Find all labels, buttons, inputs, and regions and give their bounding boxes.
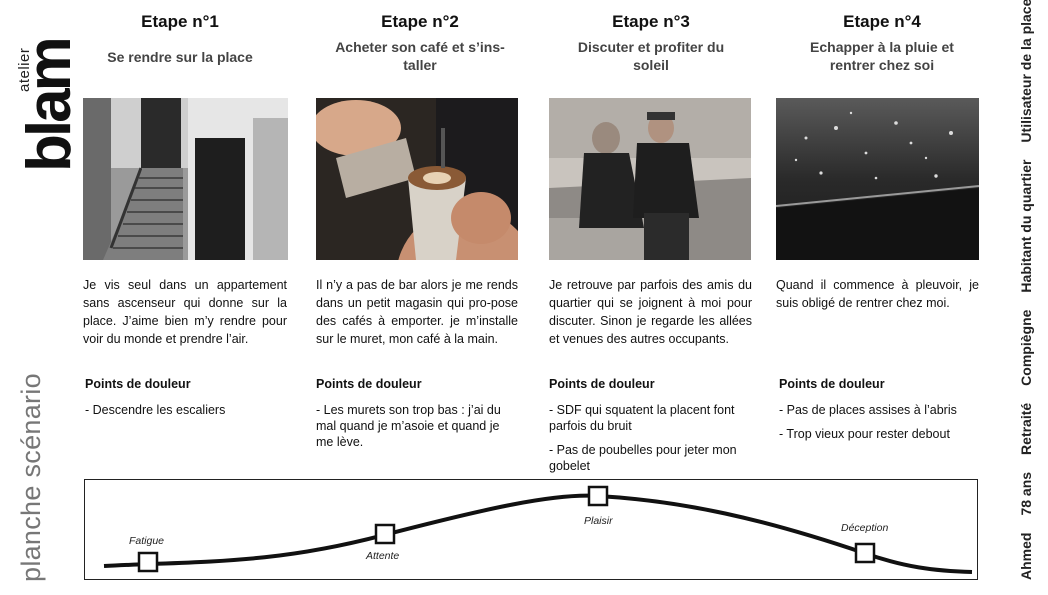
persona-city: Compiègne [1018,309,1034,386]
persona-age: 78 ans [1018,471,1034,516]
step-description: Je retrouve par parfois des amis du quar… [549,278,752,346]
step-title: Etape n°3 [612,12,690,31]
pain-point: - Pas de poubelles pour jeter mon gobele… [549,443,737,473]
step-2-header: Etape n°2 Acheter son café et s’ins-tall… [315,12,525,74]
step-subtitle: Echapper à la pluie et rentrer chez soi [810,39,954,73]
emotion-label: Fatigue [129,535,165,547]
persona-usage: Utilisateur de la place [1018,0,1034,143]
pain-point: - SDF qui squatent la placent font parfo… [549,403,735,433]
persona-status: Retraité [1018,402,1034,455]
pain-points-list: - Descendre les escaliers [85,402,285,426]
pain-point: - Trop vieux pour rester debout [779,427,950,441]
emotion-marker [854,542,876,564]
emotion-marker [137,551,159,573]
emotion-label: Déception [841,522,889,534]
step-description: Quand il commence à pleuvoir, je suis ob… [776,278,979,310]
pain-points-list: - Pas de places assises à l’abris - Trop… [779,402,979,450]
step-description: Je vis seul dans un appartement sans asc… [83,278,287,346]
photo-cafe [316,98,518,260]
step-3-header: Etape n°3 Discuter et profiter du soleil [546,12,756,74]
brand-logo: atelier blam [8,14,84,179]
pain-points-title: Points de douleur [85,377,191,391]
step-subtitle: Acheter son café et s’ins-taller [335,39,505,73]
emotion-curve [103,485,973,574]
emotion-label: Plaisir [584,515,613,527]
emotion-marker [587,485,609,507]
pain-points-title: Points de douleur [316,377,422,391]
step-subtitle: Se rendre sur la place [107,49,253,65]
pain-point: - Pas de places assises à l’abris [779,403,957,417]
photo-escalier [83,98,288,260]
step-subtitle: Discuter et profiter du soleil [577,39,725,73]
emotion-label: Attente [366,550,400,562]
pain-points-list: - Les murets son trop bas : j’ai du mal … [316,402,516,458]
step-4-header: Etape n°4 Echapper à la pluie et rentrer… [777,12,987,74]
step-title: Etape n°4 [843,12,921,31]
step-title: Etape n°2 [381,12,459,31]
photo-pluie [776,98,979,260]
emotion-marker [374,523,396,545]
persona-name: Ahmed [1018,532,1034,580]
photo-amis [549,98,751,260]
pain-point: - Les murets son trop bas : j’ai du mal … [316,403,501,449]
pain-points-title: Points de douleur [549,377,655,391]
step-description: Il n’y a pas de bar alors je me rends da… [316,278,518,346]
persona-info: Ahmed 78 ans Retraité Compiègne Habitant… [1018,0,1034,580]
step-1-header: Etape n°1 Se rendre sur la place [75,12,285,66]
document-label: planche scénario [16,373,46,582]
emotion-curve-frame [84,479,978,580]
pain-points-title: Points de douleur [779,377,885,391]
pain-points-list: - SDF qui squatent la placent font parfo… [549,402,754,482]
pain-point: - Descendre les escaliers [85,403,226,417]
brand-large: blam [15,39,84,172]
step-title: Etape n°1 [141,12,219,31]
persona-role: Habitant du quartier [1018,159,1034,293]
